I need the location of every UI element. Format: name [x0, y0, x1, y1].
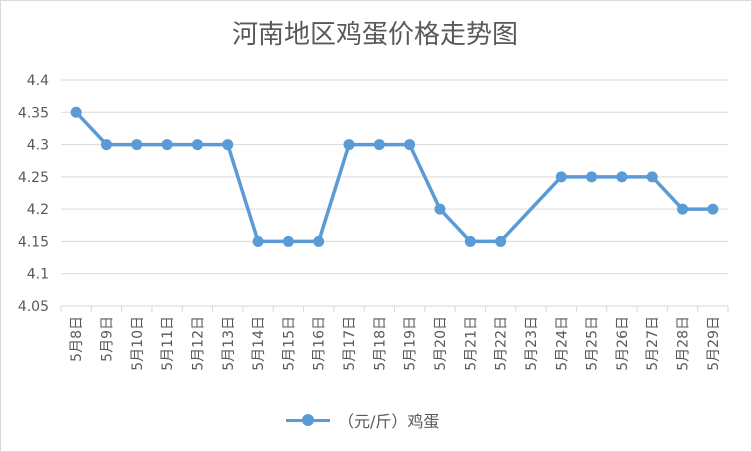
legend-label: （元/斤）鸡蛋	[338, 412, 440, 431]
y-tick-label: 4.2	[27, 202, 49, 218]
x-tick-label: 5月8日	[69, 316, 85, 362]
data-point	[282, 235, 294, 247]
data-point	[616, 171, 628, 183]
x-tick-label: 5月22日	[494, 316, 510, 371]
data-point	[464, 235, 476, 247]
data-point	[404, 139, 416, 151]
data-point	[343, 139, 355, 151]
x-tick-label: 5月19日	[403, 316, 419, 371]
data-point	[707, 203, 719, 215]
x-tick-label: 5月13日	[221, 316, 237, 371]
data-point	[495, 235, 507, 247]
x-tick-label: 5月15日	[281, 316, 297, 371]
y-tick-label: 4.05	[18, 299, 49, 315]
data-point	[313, 235, 325, 247]
x-tick-label: 5月29日	[706, 316, 722, 371]
data-point	[646, 171, 658, 183]
data-point	[191, 139, 203, 151]
x-tick-label: 5月26日	[615, 316, 631, 371]
legend: （元/斤）鸡蛋	[286, 408, 439, 432]
x-tick-label: 5月21日	[463, 316, 479, 371]
x-tick-label: 5月10日	[130, 316, 146, 371]
data-point	[373, 139, 385, 151]
data-point	[70, 106, 82, 118]
data-point	[434, 203, 446, 215]
x-tick-label: 5月9日	[99, 316, 115, 362]
x-tick-label: 5月27日	[645, 316, 661, 371]
x-tick-label: 5月16日	[312, 316, 328, 371]
x-tick-label: 5月25日	[585, 316, 601, 371]
y-tick-label: 4.25	[18, 170, 49, 186]
y-tick-label: 4.1	[27, 267, 49, 283]
x-tick-label: 5月12日	[190, 316, 206, 371]
chart-title: 河南地区鸡蛋价格走势图	[231, 20, 518, 50]
legend-swatch	[286, 410, 330, 430]
y-tick-label: 4.3	[27, 138, 49, 154]
x-tick-label: 5月28日	[676, 316, 692, 371]
x-tick-label: 5月24日	[554, 316, 570, 371]
x-tick-label: 5月20日	[433, 316, 449, 371]
data-point	[222, 139, 234, 151]
data-point	[100, 139, 112, 151]
y-tick-label: 4.15	[18, 234, 49, 250]
x-tick-label: 5月14日	[251, 316, 267, 371]
x-tick-label: 5月17日	[342, 316, 358, 371]
x-tick-label: 5月11日	[160, 316, 176, 371]
data-point	[677, 203, 689, 215]
data-point	[161, 139, 173, 151]
y-tick-label: 4.4	[27, 73, 49, 89]
y-tick-label: 4.35	[18, 105, 49, 121]
data-point	[131, 139, 143, 151]
data-point	[586, 171, 598, 183]
x-tick-label: 5月18日	[372, 316, 388, 371]
x-tick-label: 5月23日	[524, 316, 540, 371]
data-point	[555, 171, 567, 183]
data-point	[252, 235, 264, 247]
